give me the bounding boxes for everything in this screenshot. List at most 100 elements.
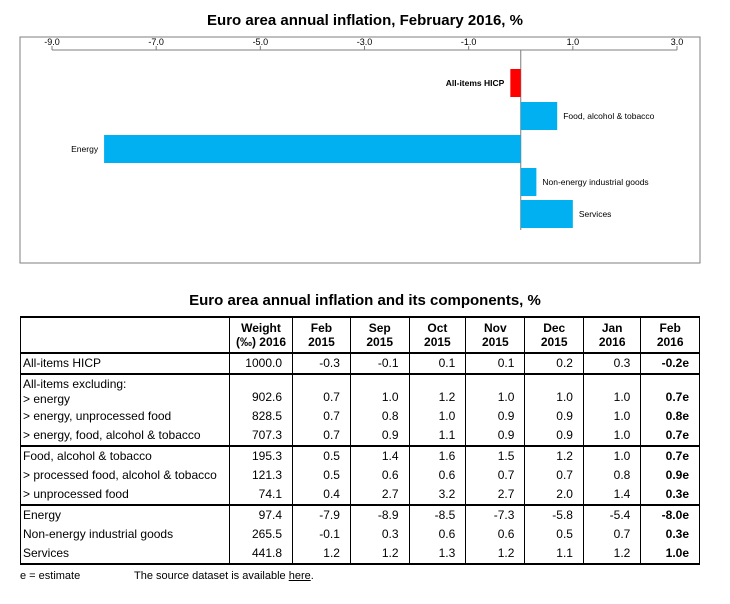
source-link[interactable]: here	[288, 570, 311, 582]
table-cell: 0.8	[582, 466, 642, 485]
table-cell: 0.3	[582, 352, 642, 374]
source-text: The source dataset is available	[134, 570, 289, 582]
table-cell: 0.7e	[640, 445, 700, 466]
table-cell: 0.7e	[640, 426, 700, 446]
table-row: > energy, food, alcohol & tobacco 707.3 0.…	[20, 426, 700, 446]
bar-category-label: Services	[579, 209, 612, 219]
x-tick-label: -3.0	[357, 37, 373, 47]
table-header-row: Weight (‰) 2016 Feb 2015 Sep 2015 Oct 20…	[20, 316, 700, 354]
table-cell: 0.1	[465, 352, 526, 374]
x-tick-label: -1.0	[461, 37, 477, 47]
table-cell: 0.9	[524, 407, 584, 426]
inflation-bar-chart: -9.0 -7.0 -5.0 -3.0 -1.0 1.0 3.0 All-items HICP…	[19, 36, 701, 264]
bar	[520, 200, 573, 228]
table-cell: 1.2	[408, 373, 467, 407]
bar	[104, 135, 521, 163]
table-cell: 1.0e	[640, 544, 700, 565]
bar	[510, 69, 521, 97]
table-cell: 0.2	[524, 352, 584, 374]
table-cell: 1.0	[582, 373, 642, 407]
table-cell: 0.6	[465, 525, 526, 544]
table-cell: 97.4	[229, 504, 293, 525]
table-cell: 1.0	[465, 373, 526, 407]
table-cell: 0.6	[408, 525, 467, 544]
table-cell: 0.5	[292, 466, 351, 485]
estimate-note: e = estimate	[20, 570, 81, 582]
table-cell: 1.5	[465, 445, 526, 466]
table-cell: 1000.0	[229, 352, 293, 374]
x-tick-label: -7.0	[148, 37, 164, 47]
table-row: Food, alcohol & tobacco 195.3 0.5 1.4 1.6 1.5…	[20, 445, 700, 466]
table-row: Energy 97.4 -7.9 -8.9 -8.5 -7.3 -5.8 -5.4 -8.0e	[20, 504, 700, 525]
table-cell: 1.2	[524, 445, 584, 466]
table-cell: 902.6	[229, 373, 293, 407]
table-cell: 0.8e	[640, 407, 700, 426]
table-row: All-items HICP 1000.0 -0.3 -0.1 0.1 0.1 0.2 0.3…	[20, 352, 700, 374]
table-cell: 0.8	[349, 407, 410, 426]
x-tick-label: 3.0	[671, 37, 684, 47]
table-cell: 0.5	[292, 445, 351, 466]
table-cell: 1.4	[349, 445, 410, 466]
table-cell: 0.3e	[640, 485, 700, 505]
bar	[520, 102, 558, 130]
table-cell: 0.5	[524, 525, 584, 544]
table-cell: -5.4	[582, 504, 642, 525]
table-cell: -0.2e	[640, 352, 700, 374]
table-cell: 441.8	[229, 544, 293, 565]
header-cell-label	[20, 316, 230, 354]
source-end: .	[310, 570, 314, 582]
table-cell: 1.0	[408, 407, 467, 426]
table-cell: 0.9	[465, 426, 526, 446]
x-tick-label: -9.0	[44, 37, 60, 47]
table-cell: 3.2	[408, 485, 467, 505]
table-cell: -0.3	[292, 352, 351, 374]
table-cell: -7.3	[465, 504, 526, 525]
table-cell: 0.1	[408, 352, 467, 374]
row-label-text: > energy, food, alcohol & tobacco	[23, 428, 201, 442]
table-cell: -0.1	[292, 525, 351, 544]
row-label-text: > energy, unprocessed food	[23, 409, 172, 423]
table-row: > processed food, alcohol & tobacco 121.3…	[20, 466, 700, 485]
header-cell-sep2015: Sep 2015	[349, 316, 410, 354]
header-cell-oct2015: Oct 2015	[408, 316, 467, 354]
table-cell: 1.2	[465, 544, 526, 565]
table-cell: 1.1	[524, 544, 584, 565]
table-cell: 1.4	[582, 485, 642, 505]
table-cell: 2.0	[524, 485, 584, 505]
table-title: Euro area annual inflation and its compo…	[189, 292, 541, 309]
row-label: > unprocessed food	[20, 485, 230, 505]
row-label-text: All-items excluding:	[23, 377, 127, 391]
bar	[520, 168, 537, 196]
table-cell: 0.7	[292, 373, 351, 407]
header-cell-dec2015: Dec 2015	[524, 316, 584, 354]
header-cell-weight: Weight (‰) 2016	[229, 316, 293, 354]
table-cell: -0.1	[349, 352, 410, 374]
row-label-text: Food, alcohol & tobacco	[23, 449, 152, 463]
table-cell: 1.1	[408, 426, 467, 446]
table-row: > unprocessed food 74.1 0.4 2.7 3.2 2.7 2.0 1.4…	[20, 485, 700, 505]
table-cell: 1.3	[408, 544, 467, 565]
table-cell: 0.9e	[640, 466, 700, 485]
row-label: All-items excluding: > energy	[20, 373, 230, 407]
table-cell: 195.3	[229, 445, 293, 466]
bar-category-label: Non-energy industrial goods	[542, 177, 648, 187]
table-cell: -8.9	[349, 504, 410, 525]
table-cell: 121.3	[229, 466, 293, 485]
row-label: All-items HICP	[20, 352, 230, 374]
table-cell: 828.5	[229, 407, 293, 426]
table-cell: 0.4	[292, 485, 351, 505]
table-cell: 0.7	[524, 466, 584, 485]
row-label: Energy	[20, 504, 230, 525]
bar-category-label: All-items HICP	[446, 78, 505, 88]
header-cell-nov2015: Nov 2015	[465, 316, 526, 354]
bar-category-label: Food, alcohol & tobacco	[563, 111, 654, 121]
table-cell: 1.0	[582, 445, 642, 466]
header-weight-text: Weight (‰) 2016	[235, 321, 287, 349]
bar-category-label: Energy	[71, 144, 99, 154]
table-cell: 0.9	[465, 407, 526, 426]
table-cell: 1.2	[292, 544, 351, 565]
header-cell-feb2016: Feb 2016	[640, 316, 700, 354]
header-cell-feb2015: Feb 2015	[292, 316, 351, 354]
chart-title: Euro area annual inflation, February 201…	[207, 12, 523, 29]
row-label: > energy, food, alcohol & tobacco	[20, 426, 230, 446]
